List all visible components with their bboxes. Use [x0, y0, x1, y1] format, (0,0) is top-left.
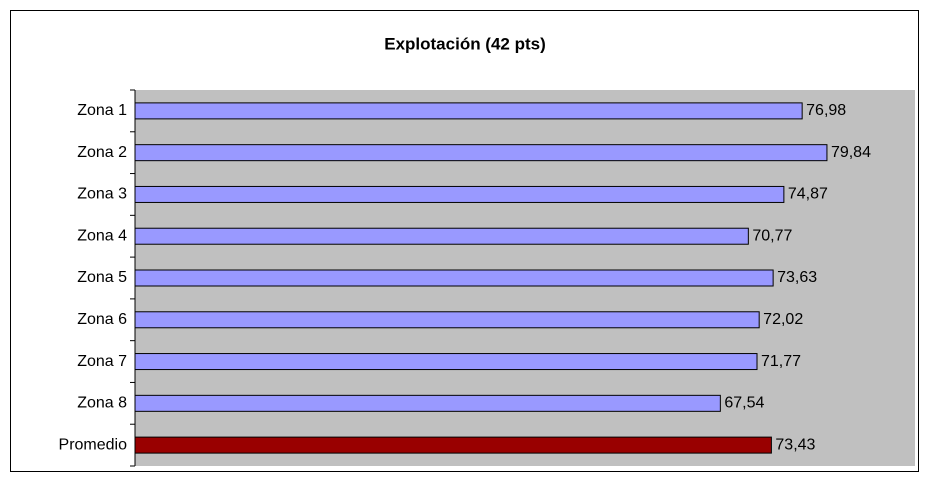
bar [134, 144, 828, 162]
category-label: Zona 6 [77, 311, 127, 328]
bar [134, 269, 774, 287]
bar [134, 227, 749, 245]
data-label: 76,98 [806, 102, 846, 119]
bar [134, 102, 803, 120]
chart-title: Explotación (42 pts) [384, 34, 546, 53]
data-label: 73,63 [777, 269, 817, 286]
category-label: Zona 2 [77, 144, 127, 161]
category-label: Zona 5 [77, 269, 127, 286]
data-label: 72,02 [763, 311, 803, 328]
category-label: Promedio [59, 436, 128, 453]
bar [134, 394, 721, 412]
data-label: 73,43 [775, 436, 815, 453]
data-label: 79,84 [831, 144, 871, 161]
bar [134, 436, 772, 454]
category-label: Zona 8 [77, 395, 127, 412]
bar [134, 311, 760, 329]
bar [134, 353, 758, 371]
category-label: Zona 4 [77, 227, 127, 244]
data-label: 67,54 [724, 395, 764, 412]
category-label: Zona 3 [77, 186, 127, 203]
category-label: Zona 1 [77, 102, 127, 119]
data-label: 70,77 [752, 227, 792, 244]
data-label: 74,87 [788, 186, 828, 203]
category-label: Zona 7 [77, 353, 127, 370]
data-label: 71,77 [761, 353, 801, 370]
bar [134, 185, 785, 203]
